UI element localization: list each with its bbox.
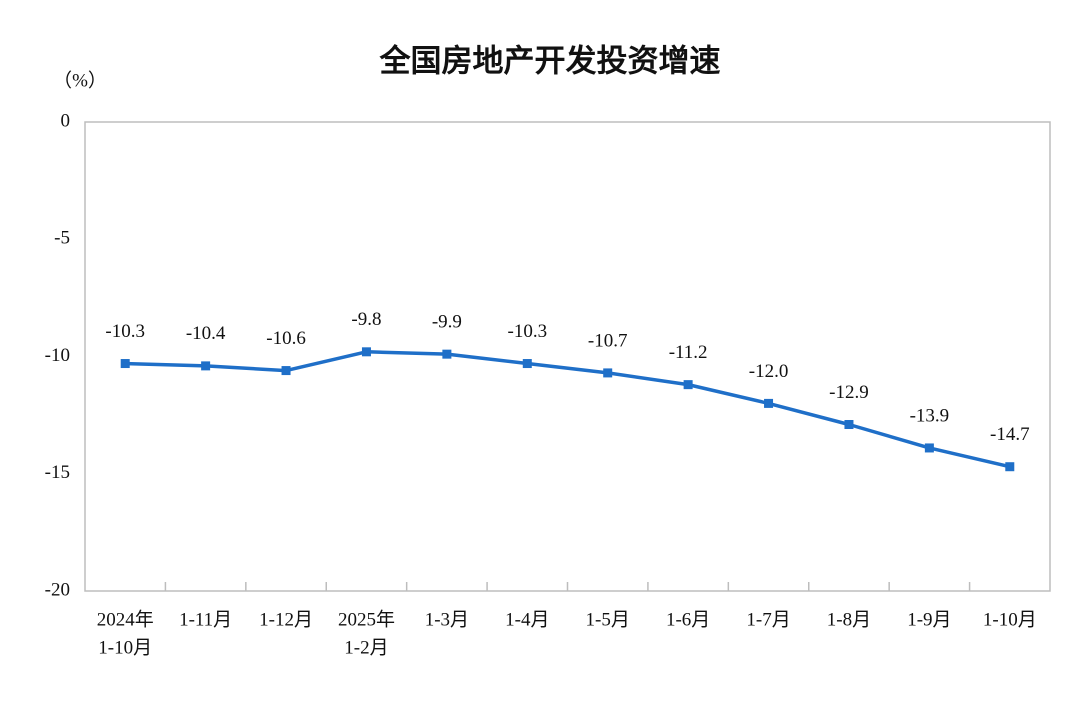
point-marker [281,366,291,376]
point-marker [844,420,854,430]
point-marker [442,349,452,359]
data-label: -12.9 [829,382,869,403]
data-label: -10.3 [105,321,145,342]
point-marker [1005,462,1015,472]
data-label: -13.9 [910,405,950,426]
y-tick-label: 0 [61,110,71,131]
x-tick-label: 1-10月 [983,609,1037,630]
data-label: -10.6 [266,328,306,349]
x-tick-label: 1-4月 [505,609,549,630]
x-tick-label: 1-7月 [746,609,790,630]
y-tick-label: -10 [45,345,70,366]
point-marker [924,443,934,453]
data-label: -10.3 [508,321,548,342]
point-marker [522,359,532,369]
data-label: -10.7 [588,330,628,351]
x-tick-label: 1-5月 [586,609,630,630]
data-label: -9.8 [351,309,381,330]
point-marker [361,347,371,357]
x-tick-label: 1-12月 [259,609,313,630]
y-unit: （%） [53,69,107,91]
y-tick-label: -20 [45,579,70,600]
data-label: -9.9 [432,312,462,333]
data-label: -12.0 [749,361,789,382]
x-tick-label: 2024年 [97,608,154,630]
x-tick-label: 1-3月 [425,609,469,630]
y-tick-label: -15 [45,462,70,483]
data-label: -11.2 [669,342,708,363]
x-tick-label: 1-2月 [344,637,388,658]
x-tick-label: 1-10月 [98,637,152,658]
point-marker [683,380,693,390]
x-tick-label: 1-6月 [666,609,710,630]
plot-frame [84,121,1051,592]
y-tick-label: -5 [54,228,70,249]
point-marker [764,398,774,408]
point-marker [603,368,613,378]
data-label: -10.4 [186,323,226,344]
data-label: -14.7 [990,424,1030,445]
x-tick-label: 1-9月 [907,609,951,630]
x-tick-label: 1-11月 [179,609,232,630]
x-tick-label: 1-8月 [827,609,871,630]
point-marker [201,361,211,371]
series-line [125,350,1011,469]
chart-title: 全国房地产开发投资增速 [379,44,721,80]
x-tick-label: 2025年 [338,608,395,630]
point-marker [120,359,130,369]
